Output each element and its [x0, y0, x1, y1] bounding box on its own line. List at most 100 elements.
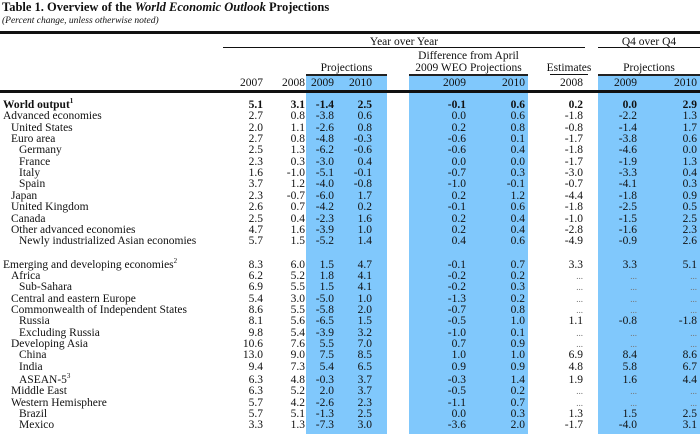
top-rule: [0, 31, 700, 34]
q4-projections-header: Projections: [623, 62, 675, 74]
table-cell: -1.8: [678, 315, 697, 328]
row-label: India: [19, 360, 43, 373]
table-cell: 0.6: [510, 201, 525, 214]
table-cell: ...: [630, 386, 637, 397]
table-cell: 5.7: [248, 396, 263, 409]
table-cell: 0.4: [682, 167, 697, 180]
table-cell: -3.0: [315, 155, 334, 168]
row-label: Middle East: [11, 385, 67, 398]
table-cell: ...: [576, 293, 583, 304]
table-cell: 2.3: [682, 223, 697, 236]
year-header: 2010: [502, 77, 525, 89]
table-cell: 5.1: [290, 408, 305, 421]
table-cell: ...: [576, 270, 583, 281]
table-cell: 6.9: [568, 349, 583, 362]
table-cell: -2.8: [564, 223, 583, 236]
table-cell: 6.2: [248, 269, 263, 282]
table-cell: 2.9: [682, 99, 697, 111]
table-cell: 0.2: [510, 385, 525, 398]
table-cell: -0.8: [353, 178, 372, 191]
table-cell: ...: [690, 293, 697, 304]
table-cell: 0.4: [357, 155, 372, 168]
table-cell: 0.0: [510, 155, 525, 168]
row-label: Russia: [19, 315, 50, 328]
table-cell: 6.3: [248, 385, 263, 398]
table-cell: -6.2: [315, 144, 334, 157]
year-header: 2008: [560, 77, 583, 89]
table-cell: 0.1: [510, 133, 525, 146]
table-cell: 0.8: [510, 303, 525, 316]
table-cell: -0.3: [315, 374, 334, 387]
table-cell: 0.4: [510, 144, 525, 157]
table-cell: ...: [576, 282, 583, 293]
table-cell: 4.1: [357, 269, 372, 282]
table-cell: 1.3: [682, 155, 697, 168]
table-cell: ...: [690, 270, 697, 281]
table-cell: 3.1: [290, 99, 305, 111]
title-italic: World Economic Outlook: [134, 0, 266, 14]
table-cell: -0.5: [447, 315, 466, 328]
table-cell: -1.0: [447, 178, 466, 191]
row-label: Developing Asia: [11, 338, 88, 350]
row-label: Spain: [19, 178, 46, 191]
table-cell: -2.2: [618, 110, 637, 123]
table-cell: 1.3: [290, 144, 305, 157]
table-cell: -1.0: [447, 326, 466, 339]
table-cell: -4.8: [315, 133, 334, 146]
table-cell: ...: [630, 293, 637, 304]
row-label: Brazil: [19, 408, 48, 421]
year-header: 2010: [674, 77, 697, 89]
projections-underline: [306, 74, 387, 76]
table-cell: -0.7: [447, 167, 466, 180]
highlight-band-yoy-projections: [306, 75, 387, 434]
table-cell: 1.4: [510, 374, 525, 387]
table-cell: 5.6: [290, 315, 305, 328]
table-cell: 1.6: [622, 374, 637, 387]
table-cell: -1.5: [618, 212, 637, 225]
q4-rule: [598, 47, 700, 48]
table-cell: 0.9: [510, 338, 525, 350]
table-cell: -0.1: [447, 258, 466, 271]
table-cell: 1.0: [357, 223, 372, 236]
table-cell: 0.8: [357, 121, 372, 134]
table-cell: 0.3: [290, 155, 305, 168]
table-title: Table 1. Overview of the World Economic …: [2, 0, 329, 14]
estimates-underline: [550, 74, 588, 75]
table-cell: 0.6: [357, 110, 372, 123]
row-label: Other advanced economies: [11, 223, 136, 236]
table-cell: 1.5: [319, 281, 334, 294]
highlight-band-difference: [409, 75, 528, 434]
table-cell: -0.8: [564, 121, 583, 134]
table-cell: 8.4: [622, 349, 637, 362]
table-cell: 6.9: [248, 281, 263, 294]
table-cell: 8.6: [682, 349, 697, 362]
table-cell: 5.1: [682, 258, 697, 271]
year-header: 2009: [614, 77, 637, 89]
table-cell: 2.5: [682, 212, 697, 225]
table-cell: -0.7: [564, 178, 583, 191]
row-label: Canada: [11, 212, 46, 225]
table-cell: -3.9: [315, 326, 334, 339]
table-cell: 6.0: [290, 258, 305, 271]
table-cell: 3.3: [248, 419, 263, 432]
table-cell: 2.7: [248, 110, 263, 123]
row-label: Mexico: [19, 419, 55, 432]
table-cell: 5.5: [290, 281, 305, 294]
table-cell: 2.0: [510, 419, 525, 432]
table-cell: 2.3: [248, 155, 263, 168]
table-cell: 0.2: [357, 201, 372, 214]
table-cell: ...: [630, 282, 637, 293]
table-cell: 0.4: [510, 223, 525, 236]
table-cell: 9.8: [248, 326, 263, 339]
table-cell: 3.2: [357, 326, 372, 339]
table-cell: 0.4: [451, 235, 466, 248]
table-cell: -4.2: [315, 201, 334, 214]
estimates-header: Estimates: [546, 62, 592, 74]
table-cell: -0.3: [447, 374, 466, 387]
row-label: Advanced economies: [3, 110, 102, 123]
table-cell: ...: [690, 304, 697, 315]
table-cell: -1.3: [315, 408, 334, 421]
table-cell: 2.5: [682, 408, 697, 421]
table-cell: -1.7: [564, 155, 583, 168]
table-cell: 1.6: [290, 223, 305, 236]
